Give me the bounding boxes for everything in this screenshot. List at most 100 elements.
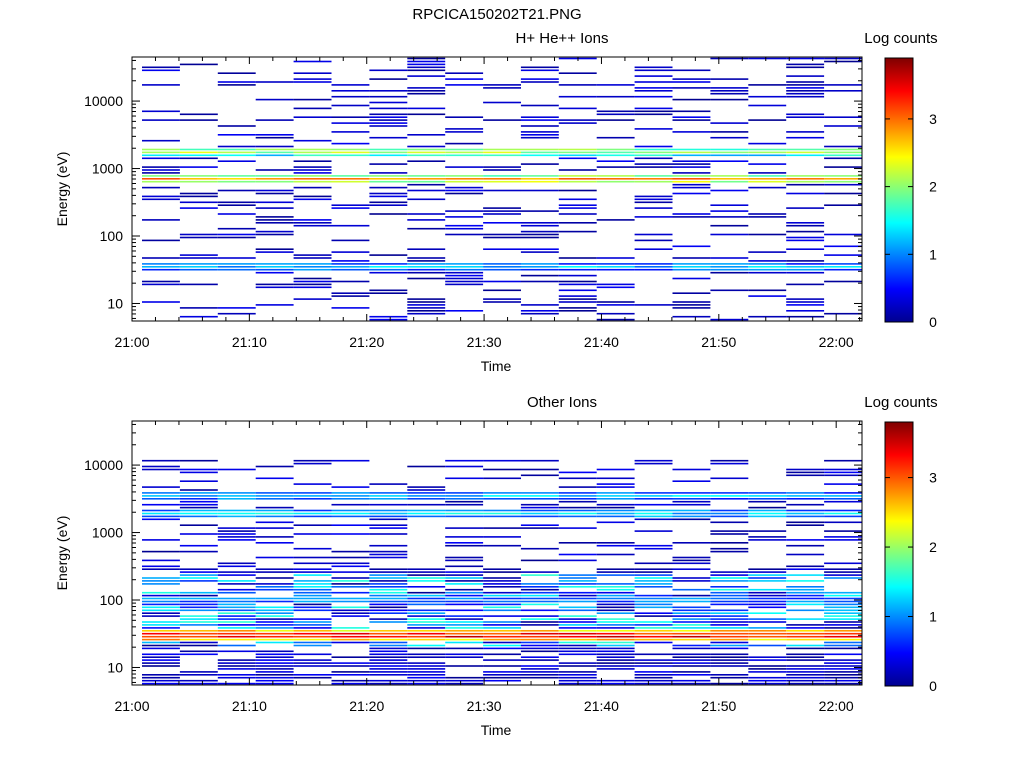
spectrogram-cell bbox=[445, 175, 484, 177]
spectrogram-cell bbox=[369, 659, 408, 661]
spectrogram-cell bbox=[445, 638, 484, 641]
spectrogram-cell bbox=[179, 615, 218, 617]
spectrogram-cell bbox=[179, 503, 218, 506]
spectrogram-cell bbox=[407, 107, 446, 110]
spectrogram-cell bbox=[824, 665, 862, 667]
spectrogram-cell bbox=[483, 498, 521, 500]
spectrogram-cell bbox=[824, 459, 862, 462]
spectrogram-cell bbox=[407, 134, 446, 136]
spectrogram-cell bbox=[217, 160, 256, 162]
spectrogram-cell bbox=[445, 542, 484, 544]
spectrogram-cell bbox=[369, 213, 408, 215]
spectrogram-cell bbox=[520, 621, 559, 623]
spectrogram-cell bbox=[634, 509, 673, 512]
spectrogram-cell bbox=[520, 222, 559, 224]
spectrogram-cell bbox=[217, 638, 256, 641]
spectrogram-cell bbox=[710, 533, 749, 535]
spectrogram-cell bbox=[824, 263, 862, 265]
spectrogram-cell bbox=[786, 630, 825, 632]
colorbar-tick-label: 2 bbox=[929, 179, 937, 195]
spectrogram-cell bbox=[331, 180, 370, 183]
spectrogram-cell bbox=[142, 550, 180, 553]
spectrogram-cell bbox=[217, 134, 256, 136]
spectrogram-cell bbox=[445, 624, 484, 626]
spectrogram-cell bbox=[786, 671, 825, 673]
spectrogram-cell bbox=[293, 160, 332, 162]
spectrogram-cell bbox=[786, 178, 825, 180]
spectrogram-cell bbox=[520, 180, 559, 183]
spectrogram-cell bbox=[142, 69, 180, 72]
spectrogram-cell bbox=[748, 216, 787, 218]
spectrogram-cell bbox=[634, 635, 673, 638]
spectrogram-cells bbox=[142, 57, 862, 321]
spectrogram-cell bbox=[520, 134, 559, 136]
spectrogram-cell bbox=[445, 600, 484, 603]
spectrogram-cell bbox=[293, 154, 332, 157]
spectrogram-cell bbox=[786, 591, 825, 594]
x-tick-label: 21:10 bbox=[232, 334, 267, 350]
spectrogram-cell bbox=[634, 624, 673, 626]
spectrogram-cell bbox=[634, 562, 673, 565]
spectrogram-cell bbox=[142, 518, 180, 521]
spectrogram-cell bbox=[255, 600, 294, 603]
spectrogram-cell bbox=[634, 268, 673, 271]
spectrogram-cell bbox=[445, 148, 484, 151]
spectrogram-cell bbox=[672, 213, 711, 215]
x-tick-label: 21:40 bbox=[584, 334, 619, 350]
spectrogram-cell bbox=[520, 594, 559, 597]
spectrogram-cell bbox=[179, 233, 218, 236]
spectrogram-cell bbox=[331, 84, 370, 86]
spectrogram-cell bbox=[672, 172, 711, 174]
spectrogram-cell bbox=[824, 612, 862, 614]
spectrogram-cell bbox=[710, 512, 749, 515]
spectrogram-cell bbox=[710, 638, 749, 641]
spectrogram-cell bbox=[634, 180, 673, 183]
spectrogram-cell bbox=[672, 635, 711, 638]
spectrogram-cell bbox=[331, 295, 370, 297]
spectrogram-cell bbox=[483, 586, 521, 588]
spectrogram-cell bbox=[672, 515, 711, 518]
spectrogram-cell bbox=[407, 489, 446, 491]
spectrogram-cell bbox=[558, 500, 597, 503]
spectrogram-cell bbox=[142, 492, 180, 494]
spectrogram-cell bbox=[786, 665, 825, 667]
spectrogram-cell bbox=[407, 635, 446, 638]
spectrogram-cell bbox=[142, 682, 180, 685]
spectrogram-cell bbox=[293, 627, 332, 629]
spectrogram-cell bbox=[520, 154, 559, 157]
spectrogram-cell bbox=[672, 166, 711, 168]
spectrogram-cell bbox=[786, 92, 825, 95]
spectrogram-cell bbox=[634, 653, 673, 656]
spectrogram-cell bbox=[786, 468, 825, 471]
spectrogram-cell bbox=[710, 600, 749, 603]
spectrogram-cell bbox=[255, 180, 294, 183]
spectrogram-cell bbox=[558, 635, 597, 638]
spectrogram-cell bbox=[369, 674, 408, 676]
spectrogram-cell bbox=[369, 186, 408, 189]
spectrogram-cell bbox=[179, 533, 218, 535]
spectrogram-cell bbox=[255, 286, 294, 289]
spectrogram-cell bbox=[293, 180, 332, 183]
spectrogram-cell bbox=[672, 160, 711, 162]
spectrogram-cell bbox=[596, 635, 635, 638]
spectrogram-cell bbox=[596, 630, 635, 632]
spectrogram-cell bbox=[520, 674, 559, 676]
spectrogram-cell bbox=[483, 659, 521, 661]
spectrogram-cell bbox=[748, 263, 787, 265]
spectrogram-cell bbox=[293, 621, 332, 623]
spectrogram-cell bbox=[407, 492, 446, 494]
spectrogram-cell bbox=[558, 641, 597, 644]
spectrogram-cell bbox=[558, 471, 597, 474]
spectrogram-cell bbox=[142, 283, 180, 286]
spectrogram-cell bbox=[255, 154, 294, 157]
spectrogram-cell bbox=[748, 632, 787, 635]
spectrogram-cell bbox=[179, 257, 218, 259]
spectrogram-cell bbox=[824, 627, 862, 629]
spectrogram-cell bbox=[255, 536, 294, 538]
spectrogram-cell bbox=[558, 644, 597, 647]
spectrogram-cell bbox=[483, 236, 521, 239]
spectrogram-cell bbox=[596, 609, 635, 612]
spectrogram-cell bbox=[217, 175, 256, 177]
spectrogram-cell bbox=[331, 612, 370, 614]
spectrogram-cell bbox=[407, 151, 446, 154]
